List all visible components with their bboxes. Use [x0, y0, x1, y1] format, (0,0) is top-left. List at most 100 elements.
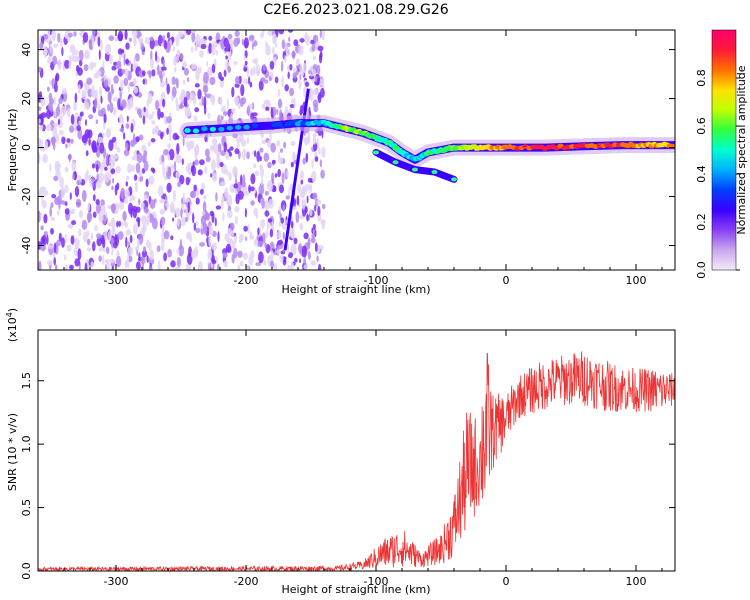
noise-blob — [238, 104, 241, 110]
noise-blob — [260, 219, 266, 229]
noise-blob — [59, 129, 64, 136]
spectrogram-signal — [179, 88, 675, 251]
noise-blob — [132, 133, 136, 145]
noise-blob — [246, 191, 250, 196]
noise-blob — [265, 106, 270, 111]
snr-y-scale: (x104) — [5, 308, 19, 342]
noise-blob — [199, 159, 205, 166]
noise-blob — [142, 115, 146, 125]
noise-blob — [280, 250, 286, 255]
chart-title: C2E6.2023.021.08.29.G26 — [263, 2, 448, 18]
noise-blob — [135, 136, 140, 143]
noise-blob — [236, 137, 242, 143]
noise-blob — [182, 191, 185, 204]
noise-blob — [210, 94, 216, 103]
colorbar: 0.0 0.2 0.4 0.6 0.8 Normalized spectral ampl… — [695, 29, 748, 279]
noise-blob — [130, 123, 134, 133]
noise-blob — [227, 210, 233, 219]
noise-blob — [231, 86, 235, 98]
noise-blob — [77, 248, 82, 261]
noise-blob — [203, 195, 207, 200]
noise-blob — [81, 189, 87, 202]
noise-blob — [157, 185, 164, 197]
noise-blob — [280, 60, 284, 72]
noise-blob — [292, 72, 297, 79]
noise-blob — [114, 202, 119, 215]
noise-blob — [114, 141, 118, 150]
noise-blob — [263, 200, 270, 211]
noise-blob — [312, 88, 319, 96]
noise-blob — [64, 208, 70, 215]
noise-blob — [299, 170, 304, 181]
noise-blob — [231, 240, 236, 249]
noise-blob — [285, 195, 290, 200]
noise-blob — [250, 200, 255, 206]
noise-blob — [67, 32, 73, 38]
noise-blob — [187, 111, 192, 116]
noise-blob — [320, 169, 325, 179]
noise-blob — [100, 95, 103, 104]
noise-blob — [69, 264, 74, 270]
noise-blob — [231, 253, 235, 264]
noise-blob — [116, 250, 120, 257]
noise-blob — [73, 100, 77, 112]
noise-blob — [317, 205, 321, 216]
noise-blob — [179, 174, 185, 185]
noise-blob — [138, 170, 143, 177]
x-tick-label: -200 — [234, 274, 259, 287]
noise-blob — [86, 102, 90, 111]
noise-blob — [225, 243, 232, 253]
noise-blob — [195, 197, 200, 205]
x-tick-label: -100 — [364, 274, 389, 287]
noise-blob — [98, 172, 105, 183]
noise-blob — [299, 109, 303, 116]
noise-blob — [248, 76, 251, 85]
signal-blob — [235, 124, 242, 130]
noise-blob — [149, 58, 155, 69]
noise-blob — [281, 222, 287, 230]
noise-blob — [287, 30, 294, 33]
noise-blob — [151, 69, 156, 77]
noise-blob — [53, 96, 56, 106]
noise-blob — [169, 201, 175, 213]
noise-blob — [254, 57, 259, 65]
noise-blob — [309, 208, 313, 217]
noise-blob — [136, 108, 142, 116]
noise-blob — [146, 98, 150, 108]
noise-blob — [209, 76, 216, 86]
noise-blob — [59, 38, 63, 48]
noise-blob — [127, 103, 130, 108]
noise-blob — [265, 230, 269, 239]
noise-blob — [152, 168, 156, 174]
noise-blob — [114, 37, 119, 42]
noise-blob — [161, 66, 167, 71]
noise-blob — [278, 30, 285, 35]
noise-blob — [84, 98, 88, 110]
noise-blob — [148, 114, 154, 120]
signal-blob — [184, 128, 191, 133]
snr-y-label: SNR (10 * v/v) — [6, 413, 19, 491]
noise-blob — [85, 150, 89, 157]
noise-blob — [281, 172, 285, 185]
noise-blob — [309, 95, 314, 101]
noise-blob — [78, 228, 82, 237]
noise-blob — [176, 248, 180, 255]
noise-blob — [223, 260, 228, 268]
noise-blob — [38, 260, 42, 270]
noise-blob — [103, 79, 109, 88]
noise-blob — [269, 132, 272, 142]
noise-blob — [121, 221, 124, 227]
noise-blob — [40, 225, 44, 231]
noise-blob — [74, 237, 80, 250]
noise-blob — [92, 194, 96, 202]
noise-blob — [186, 253, 193, 265]
spectrogram-y-label: Frequency (Hz) — [6, 109, 19, 192]
noise-blob — [204, 86, 207, 98]
noise-blob — [109, 54, 113, 65]
noise-blob — [132, 30, 138, 39]
noise-blob — [86, 212, 93, 223]
noise-blob — [189, 93, 192, 103]
snr-frame — [37, 329, 676, 572]
noise-blob — [262, 63, 266, 72]
